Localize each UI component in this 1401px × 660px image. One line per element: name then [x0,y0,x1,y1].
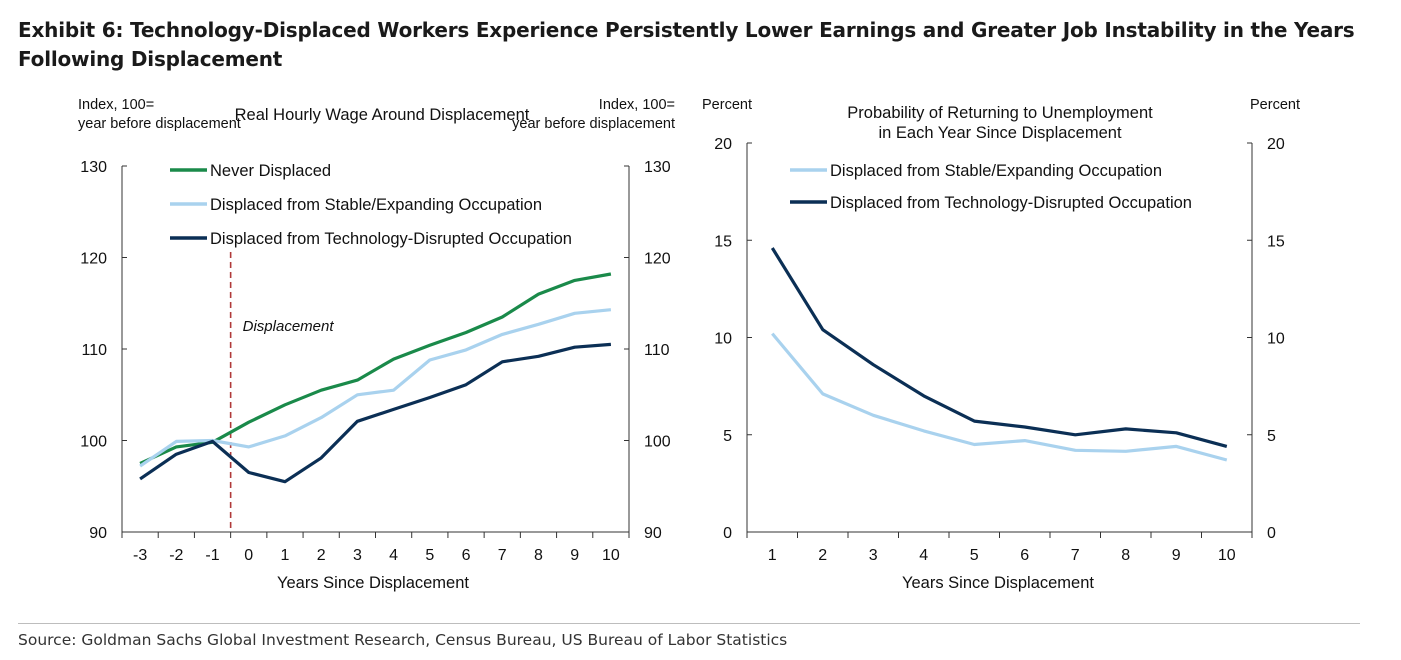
wage-chart-x-tick-label: 4 [389,547,398,564]
wage-chart-y-tick-label-left: 120 [80,251,107,268]
wage-chart-x-tick-label: 5 [425,547,434,564]
wage-chart-x-tick-label: 8 [534,547,543,564]
wage-chart-axes: 90 90 100 100 110 110 120 120 130 130 -3 -2 -1 0 1 2 3 4 5… [80,159,671,564]
series-line-displaced-from-stable-expanding-occupation [139,308,612,468]
wage-chart-series [139,272,612,484]
unemployment-chart-right-axis-label: Percent [1250,97,1300,113]
unemployment-chart-title-text: Probability of Returning to Unemployment… [847,104,1153,142]
unemployment-chart-y-tick-label-left: 15 [714,233,732,250]
axis-label-text: Index, 100= year before displacement [512,97,675,132]
wage-chart-y-tick-label-left: 110 [81,342,107,359]
unemployment-chart-legend: Displaced from Stable/Expanding Occupati… [790,162,1192,212]
exhibit-title: Exhibit 6: Technology-Displaced Workers … [18,18,1355,71]
source-note: Source: Goldman Sachs Global Investment … [18,631,788,649]
wage-chart-x-tick-label: 0 [244,547,253,564]
unemployment-chart-x-tick-label: 6 [1020,547,1029,564]
unemployment-chart-y-tick-label-right: 15 [1267,233,1285,250]
unemployment-chart-title: Probability of Returning to Unemployment… [847,104,1153,142]
legend-label: Displaced from Stable/Expanding Occupati… [830,162,1162,180]
wage-chart-x-tick-label: 9 [570,547,579,564]
unemployment-chart-y-tick-label-right: 5 [1267,428,1276,445]
wage-chart-x-tick-label: -2 [169,547,183,564]
unemployment-chart-x-axis-label: Years Since Displacement [902,574,1094,592]
unemployment-chart-left-axis-label: Percent [702,97,752,113]
unemployment-chart-x-tick-label: 7 [1071,547,1080,564]
unemployment-chart-x-tick-label: 9 [1172,547,1181,564]
wage-chart-x-tick-label: 2 [317,547,326,564]
unemployment-chart-x-tick-label: 8 [1121,547,1130,564]
unemployment-chart-x-tick-label: 5 [970,547,979,564]
unemployment-chart-x-tick-label: 10 [1218,547,1236,564]
wage-chart-y-tick-label-right: 120 [644,251,671,268]
wage-chart-right-axis-label: Index, 100= year before displacement [512,97,675,132]
wage-chart-y-tick-label-right: 110 [644,342,670,359]
unemployment-chart-series [770,247,1228,462]
legend-label: Displaced from Stable/Expanding Occupati… [210,196,542,214]
series-line-displaced-from-technology-disrupted-occupation [139,342,612,484]
wage-chart-y-tick-label-left: 130 [80,159,107,176]
legend-label: Displaced from Technology-Disrupted Occu… [830,194,1192,212]
wage-chart-x-tick-label: 7 [498,547,507,564]
wage-chart-y-tick-label-right: 100 [644,434,671,451]
unemployment-chart-y-tick-label-right: 20 [1267,136,1285,153]
displacement-annotation: Displacement [229,252,335,532]
wage-chart-left-axis-label: Index, 100= year before displacement [78,97,241,132]
wage-chart-y-tick-label-left: 90 [89,525,107,542]
wage-chart-x-tick-label: 6 [462,547,471,564]
wage-chart-x-tick-label: 10 [602,547,620,564]
displacement-label: Displacement [243,318,335,335]
series-line-never-displaced [139,272,612,465]
series-line-displaced-from-stable-expanding-occupation [771,332,1228,462]
wage-chart-x-tick-label: -1 [205,547,219,564]
unemployment-chart-x-tick-label: 3 [869,547,878,564]
wage-chart-title: Real Hourly Wage Around Displacement [235,106,530,124]
unemployment-chart-x-tick-label: 4 [919,547,928,564]
legend-label: Never Displaced [210,162,331,180]
unemployment-chart-y-tick-label-left: 0 [723,525,732,542]
series-line-displaced-from-technology-disrupted-occupation [770,247,1228,448]
wage-chart-x-axis-label: Years Since Displacement [277,574,469,592]
unemployment-chart-y-tick-label-right: 0 [1267,525,1276,542]
wage-chart-y-tick-label-right: 90 [644,525,662,542]
wage-chart-y-tick-label-right: 130 [644,159,671,176]
unemployment-chart-y-tick-label-left: 20 [714,136,732,153]
unemployment-chart-y-tick-label-left: 5 [723,428,732,445]
source-divider [18,623,1360,624]
wage-chart-y-tick-label-left: 100 [80,434,107,451]
unemployment-chart-x-tick-label: 2 [818,547,827,564]
axis-label-text: Index, 100= year before displacement [78,97,241,132]
wage-chart-x-tick-label: 3 [353,547,362,564]
wage-chart-x-tick-label: -3 [133,547,147,564]
unemployment-chart-y-tick-label-left: 10 [714,331,732,348]
wage-chart-legend: Never Displaced Displaced from Stable/Exp… [170,162,572,248]
unemployment-chart-x-tick-label: 1 [768,547,777,564]
wage-chart-x-tick-label: 1 [281,547,290,564]
legend-label: Displaced from Technology-Disrupted Occu… [210,230,572,248]
unemployment-chart-y-tick-label-right: 10 [1267,331,1285,348]
wage-chart: Real Hourly Wage Around Displacement Ind… [78,97,675,592]
unemployment-chart-axes: 0 0 5 5 10 10 15 15 20 20 1 2 3 4 5 6 7 8 9 10 [714,136,1285,564]
unemployment-chart: Probability of Returning to Unemployment… [702,97,1300,592]
